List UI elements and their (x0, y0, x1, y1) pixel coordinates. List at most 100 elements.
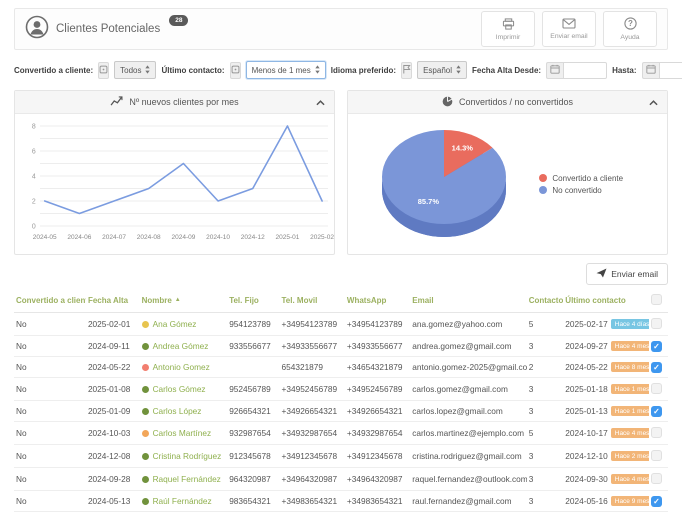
client-name-link[interactable]: Andrea Gómez (153, 341, 209, 351)
cell-whatsapp: +34983654321 (345, 491, 410, 512)
imprimir-button[interactable]: Imprimir (481, 11, 535, 47)
select-all-checkbox[interactable] (651, 294, 662, 305)
cell-nombre: Antonio Gomez (140, 357, 228, 378)
pie-chart-title: Convertidos / no convertidos (459, 97, 573, 107)
line-chart-panel: Nº nuevos clientes por mes 024682024-052… (14, 90, 335, 255)
svg-text:8: 8 (32, 123, 36, 130)
sort-asc-icon: ▲ (175, 297, 181, 303)
client-name-link[interactable]: Raúl Fernández (153, 496, 212, 506)
envelope-icon (562, 18, 576, 31)
cell-fecha-alta: 2024-05-13 (86, 491, 140, 512)
row-checkbox[interactable] (651, 473, 662, 484)
cell-tel-movil: +34983654321 (280, 491, 345, 512)
row-checkbox[interactable]: ✓ (651, 341, 662, 352)
ultimo-contacto-clear-button[interactable] (230, 62, 241, 79)
collapse-chevron-icon[interactable] (316, 98, 325, 108)
client-name-link[interactable]: Carlos López (153, 406, 202, 416)
enviar-email-button[interactable]: Enviar email (542, 11, 596, 47)
hasta-input[interactable] (659, 62, 682, 79)
client-name-link[interactable]: Carlos Martínez (153, 428, 212, 438)
convertido-select[interactable]: Todos (114, 61, 156, 79)
cell-nombre: Raquel Fernández (140, 468, 228, 491)
column-header-whatsapp[interactable]: WhatsApp (345, 289, 410, 313)
cell-select: ✓ (649, 357, 668, 378)
client-name-link[interactable]: Carlos Gómez (153, 384, 206, 394)
column-header-convertido-a-cliente[interactable]: Convertido a cliente (14, 289, 86, 313)
line-chart-body: 024682024-052024-062024-072024-082024-09… (15, 114, 334, 254)
cell-select: ✓ (649, 401, 668, 422)
ultimo-contacto-select[interactable]: Menos de 1 mes (246, 61, 326, 79)
fecha-desde-label: Fecha Alta Desde: (472, 66, 541, 75)
row-checkbox[interactable] (651, 427, 662, 438)
time-ago-badge: Hace 2 meses (611, 451, 649, 461)
cell-contactos: 2 (527, 357, 564, 378)
cell-tel-movil: 654321879 (280, 357, 345, 378)
table-row: No2025-02-01Ana Gómez954123789+349541237… (14, 313, 668, 336)
hasta-label: Hasta: (612, 66, 636, 75)
updown-arrows-icon (315, 65, 320, 76)
cell-contactos: 3 (527, 468, 564, 491)
cell-whatsapp: +34926654321 (345, 401, 410, 422)
cell-whatsapp: +34654321879 (345, 357, 410, 378)
collapse-chevron-icon[interactable] (649, 98, 658, 108)
cell-email: carlos.lopez@gmail.com (410, 401, 526, 422)
cell-fecha-alta: 2025-02-01 (86, 313, 140, 336)
column-header-contactos[interactable]: Contactos (527, 289, 564, 313)
clear-icon (231, 61, 240, 79)
client-name-link[interactable]: Antonio Gomez (153, 362, 210, 372)
cell-nombre: Cristina Rodríguez (140, 445, 228, 468)
status-dot-icon (142, 498, 149, 505)
cell-tel-movil: +34933556677 (280, 336, 345, 357)
convertido-clear-button[interactable] (98, 62, 109, 79)
fecha-desde-wrap (546, 62, 607, 79)
cell-fecha-alta: 2024-05-22 (86, 357, 140, 378)
cell-convertido: No (14, 468, 86, 491)
column-header-fecha-alta[interactable]: Fecha Alta (86, 289, 140, 313)
fecha-desde-calendar-button[interactable] (546, 62, 563, 79)
idioma-clear-button[interactable] (401, 62, 412, 79)
cell-convertido: No (14, 445, 86, 468)
row-checkbox[interactable]: ✓ (651, 406, 662, 417)
column-header-tel-fijo[interactable]: Tel. Fijo (227, 289, 279, 313)
column-header-email[interactable]: Email (410, 289, 526, 313)
cell-fecha-alta: 2024-12-08 (86, 445, 140, 468)
clientes-potenciales-page: Clientes Potenciales 2 8 Imprimir Enviar … (0, 0, 682, 512)
top-actions: Imprimir Enviar email ? Ayuda (481, 11, 657, 47)
fecha-desde-input[interactable] (563, 62, 607, 79)
row-checkbox[interactable] (651, 450, 662, 461)
hasta-calendar-button[interactable] (642, 62, 659, 79)
cell-whatsapp: +34952456789 (345, 378, 410, 401)
svg-text:85.7%: 85.7% (417, 197, 439, 206)
page-title: Clientes Potenciales (56, 23, 160, 35)
cell-whatsapp: +34932987654 (345, 422, 410, 445)
svg-text:2024-06: 2024-06 (67, 234, 91, 241)
calendar-icon (646, 61, 656, 79)
idioma-filter-label: Idioma preferido: (331, 66, 396, 75)
column-header--ltimo-contacto[interactable]: Último contacto (563, 289, 649, 313)
time-ago-badge: Hace 9 meses (611, 496, 649, 506)
cell-contactos: 5 (527, 422, 564, 445)
cell-nombre: Carlos Martínez (140, 422, 228, 445)
column-header-tel-movil[interactable]: Tel. Movil (280, 289, 345, 313)
client-name-link[interactable]: Cristina Rodríguez (153, 451, 222, 461)
row-checkbox[interactable]: ✓ (651, 362, 662, 373)
client-name-link[interactable]: Raquel Fernández (153, 474, 221, 484)
row-checkbox[interactable] (651, 318, 662, 329)
status-dot-icon (142, 364, 149, 371)
cell-fecha-alta: 2024-09-28 (86, 468, 140, 491)
table-row: No2024-09-28Raquel Fernández964320987+34… (14, 468, 668, 491)
cell-ultimo-contacto: 2025-01-13Hace 1 mes (563, 401, 649, 422)
pie-chart-icon (442, 96, 453, 109)
idioma-select[interactable]: Español (417, 61, 467, 79)
table-enviar-email-button[interactable]: Enviar email (586, 263, 668, 285)
row-checkbox[interactable] (651, 383, 662, 394)
cell-tel-fijo: 954123789 (227, 313, 279, 336)
client-name-link[interactable]: Ana Gómez (153, 319, 197, 329)
pie-legend: Convertido a clienteNo convertido (539, 171, 667, 198)
ayuda-button[interactable]: ? Ayuda (603, 11, 657, 47)
column-header-nombre[interactable]: Nombre▲ (140, 289, 228, 313)
row-checkbox[interactable]: ✓ (651, 496, 662, 507)
pie-chart-body: 14.3%85.7% Convertido a clienteNo conver… (348, 114, 667, 254)
chart-panels: Nº nuevos clientes por mes 024682024-052… (14, 90, 668, 255)
cell-select: ✓ (649, 491, 668, 512)
